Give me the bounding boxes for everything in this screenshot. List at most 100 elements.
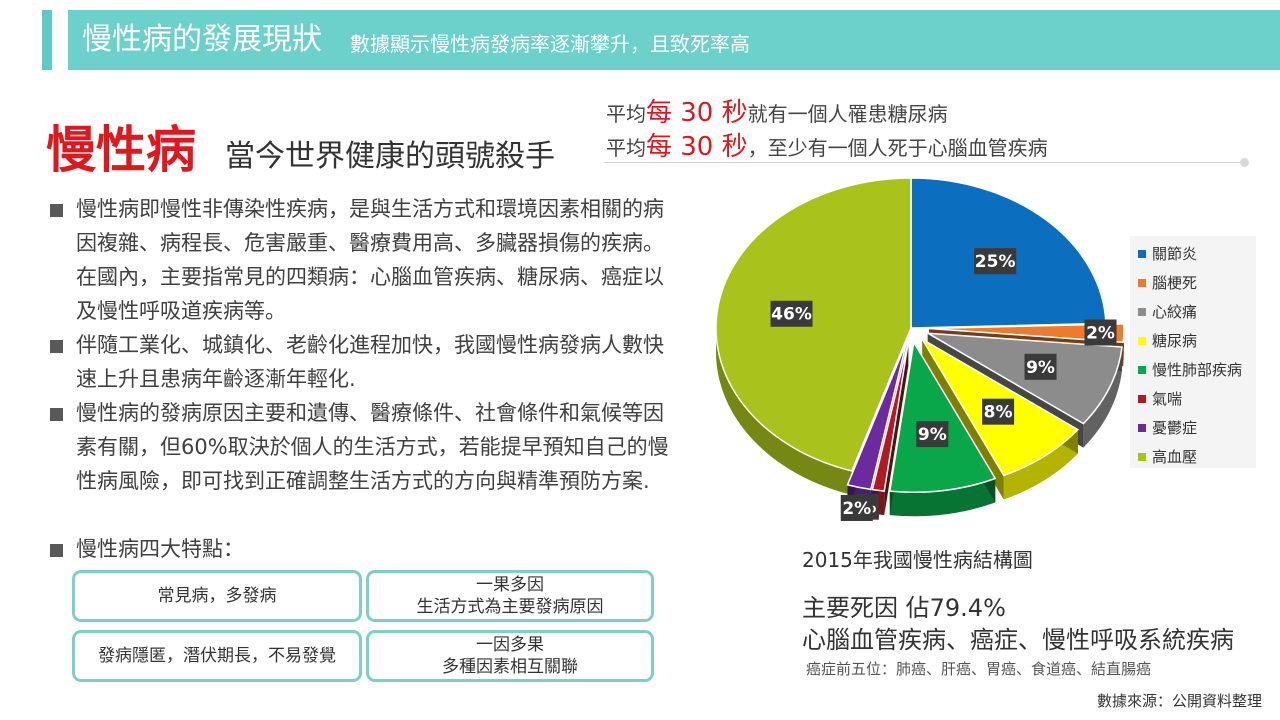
data-label: 9% — [916, 421, 949, 448]
pie-slice-side-糖尿病 — [1003, 429, 1078, 500]
bullet-text: 慢性病的發病原因主要和遺傳、醫療條件、社會條件和氣候等因素有關，但60%取決於個… — [76, 401, 669, 493]
feature-box-multi-effect: 一因多果 多種因素相互關聯 — [366, 630, 654, 682]
stat-highlight: 每 30 秒 — [646, 98, 748, 128]
data-label: 9% — [1024, 353, 1057, 380]
legend-item: 憂鬱症 — [1138, 418, 1197, 438]
bullet-list: 慢性病即慢性非傳染性疾病，是與生活方式和環境因素相關的病因複雜、病程長、危害嚴重… — [46, 192, 671, 566]
page-title: 慢性病的發展現狀 — [82, 22, 322, 57]
legend-swatch — [1138, 337, 1146, 345]
bullet-square-icon — [50, 544, 63, 557]
pie-slice-高血壓 — [715, 178, 912, 472]
stat-prefix: 平均 — [606, 102, 646, 126]
main-diseases-text: 心腦血管疾病、癌症、慢性呼吸系統疾病 — [802, 626, 1234, 654]
data-label-bg — [916, 421, 949, 448]
pie-slice-side-慢性肺部疾病 — [889, 478, 996, 517]
legend-item: 氣喘 — [1138, 389, 1182, 409]
pie-slice-憂鬱症 — [846, 341, 908, 491]
pie-chart: 25%2%9%8%9%%2%46% — [715, 178, 1125, 521]
data-label: 2% — [1084, 319, 1117, 346]
stat-prefix: 平均 — [606, 136, 646, 160]
feature-box-multi-cause: 一果多因 生活方式為主要發病原因 — [366, 570, 654, 622]
data-label-bg — [982, 398, 1015, 425]
header-band — [68, 10, 1280, 70]
data-label: 2% — [840, 494, 873, 521]
feature-line: 一果多因 — [476, 575, 544, 595]
legend-item: 腦梗死 — [1138, 273, 1197, 293]
legend-label: 慢性肺部疾病 — [1152, 361, 1243, 379]
feature-box-hidden: 發病隱匿，潛伏期長，不易發覺 — [72, 630, 362, 682]
pie-slice-腦梗死 — [928, 323, 1125, 344]
feature-line: 多種因素相互關聯 — [442, 657, 578, 677]
data-label-text: 2% — [842, 499, 871, 519]
stat-diabetes: 平均每 30 秒就有一個人罹患糖尿病 — [606, 92, 948, 129]
stat-cardio: 平均每 30 秒，至少有一個人死于心腦血管疾病 — [606, 126, 1048, 163]
main-cause-text: 主要死因 佔79.4% — [802, 594, 1006, 622]
bullet-square-icon — [50, 408, 63, 421]
legend-label: 高血壓 — [1152, 448, 1198, 466]
legend-label: 憂鬱症 — [1152, 419, 1198, 437]
legend-label: 關節炎 — [1152, 245, 1198, 263]
data-label-text: 46% — [771, 305, 812, 325]
data-label-bg — [1024, 353, 1057, 380]
cancer-top5-text: 癌症前五位：肺癌、肝癌、胃癌、食道癌、結直腸癌 — [806, 660, 1152, 678]
chart-legend: 關節炎腦梗死心絞痛糖尿病慢性肺部疾病 氣喘憂鬱症高血壓 — [1130, 236, 1256, 468]
feature-box-common: 常見病，多發病 — [72, 570, 362, 622]
legend-item: 糖尿病 — [1138, 331, 1197, 351]
bullet-item: 慢性病的發病原因主要和遺傳、醫療條件、社會條件和氣候等因素有關，但60%取決於個… — [46, 396, 671, 532]
legend-swatch — [1138, 308, 1146, 316]
legend-label: 糖尿病 — [1152, 332, 1198, 350]
data-label-text: 25% — [975, 252, 1016, 272]
legend-item: 心絞痛 — [1138, 302, 1197, 322]
data-label-text: 9% — [1026, 358, 1055, 378]
legend-swatch — [1138, 453, 1146, 461]
data-label-bg — [974, 248, 1017, 275]
bullet-text: 伴隨工業化、城鎮化、老齡化進程加快，我國慢性病發病人數快速上升且患病年齡逐漸年輕… — [76, 333, 664, 391]
main-heading: 慢性病 — [46, 121, 196, 179]
legend-swatch — [1138, 424, 1146, 432]
legend-swatch — [1138, 279, 1146, 287]
legend-label: 氣喘 — [1152, 390, 1183, 408]
data-label: 8% — [982, 398, 1015, 425]
header-accent-bar — [42, 10, 52, 70]
legend-swatch — [1138, 366, 1146, 374]
bullet-text: 慢性病四大特點： — [76, 537, 244, 561]
legend-item: 慢性肺部疾病 — [1138, 360, 1242, 380]
stat-suffix: 就有一個人罹患糖尿病 — [747, 102, 948, 126]
feature-line: 生活方式為主要發病原因 — [416, 597, 604, 617]
data-label-text: 2% — [1086, 324, 1115, 344]
data-label: 46% — [770, 300, 813, 327]
page-subtitle: 數據顯示慢性病發病率逐漸攀升，且致死率高 — [350, 32, 750, 56]
main-subheading: 當今世界健康的頭號殺手 — [225, 139, 555, 174]
bullet-item: 慢性病四大特點： — [46, 532, 671, 566]
legend-item: 高血壓 — [1138, 447, 1197, 467]
data-label-text: 8% — [984, 403, 1013, 423]
divider-line — [604, 162, 1244, 163]
legend-label: 腦梗死 — [1152, 274, 1198, 292]
stat-highlight: 每 30 秒 — [646, 132, 748, 162]
bullet-square-icon — [50, 204, 63, 217]
legend-item: 關節炎 — [1138, 244, 1197, 264]
bullet-square-icon — [50, 340, 63, 353]
feature-line: 一因多果 — [476, 635, 544, 655]
bullet-item: 伴隨工業化、城鎮化、老齡化進程加快，我國慢性病發病人數快速上升且患病年齡逐漸年輕… — [46, 328, 671, 396]
pie-slice-慢性肺部疾病 — [888, 340, 997, 493]
legend-label: 心絞痛 — [1152, 303, 1198, 321]
bullet-item: 慢性病即慢性非傳染性疾病，是與生活方式和環境因素相關的病因複雜、病程長、危害嚴重… — [46, 192, 671, 328]
legend-swatch — [1138, 250, 1146, 258]
legend-swatch — [1138, 395, 1146, 403]
data-label-text: 9% — [918, 425, 947, 445]
chart-title: 2015年我國慢性病結構圖 — [802, 548, 1033, 572]
feature-line: 發病隱匿，潛伏期長，不易發覺 — [98, 646, 336, 666]
pie-slice-氣喘 — [871, 342, 909, 492]
data-label: 25% — [974, 248, 1017, 275]
data-label-bg — [770, 300, 813, 327]
data-label-bg — [1084, 319, 1117, 346]
stat-suffix: ，至少有一個人死于心腦血管疾病 — [747, 136, 1048, 160]
data-source: 數據來源：公開資料整理 — [1097, 692, 1263, 710]
pie-slice-side-心絞痛 — [1083, 347, 1122, 448]
divider-dot — [1240, 158, 1249, 167]
feature-line: 常見病，多發病 — [157, 586, 277, 606]
data-label-bg — [840, 494, 873, 521]
pie-slice-side-高血壓 — [716, 328, 852, 495]
bullet-text: 慢性病即慢性非傳染性疾病，是與生活方式和環境因素相關的病因複雜、病程長、危害嚴重… — [76, 197, 664, 323]
